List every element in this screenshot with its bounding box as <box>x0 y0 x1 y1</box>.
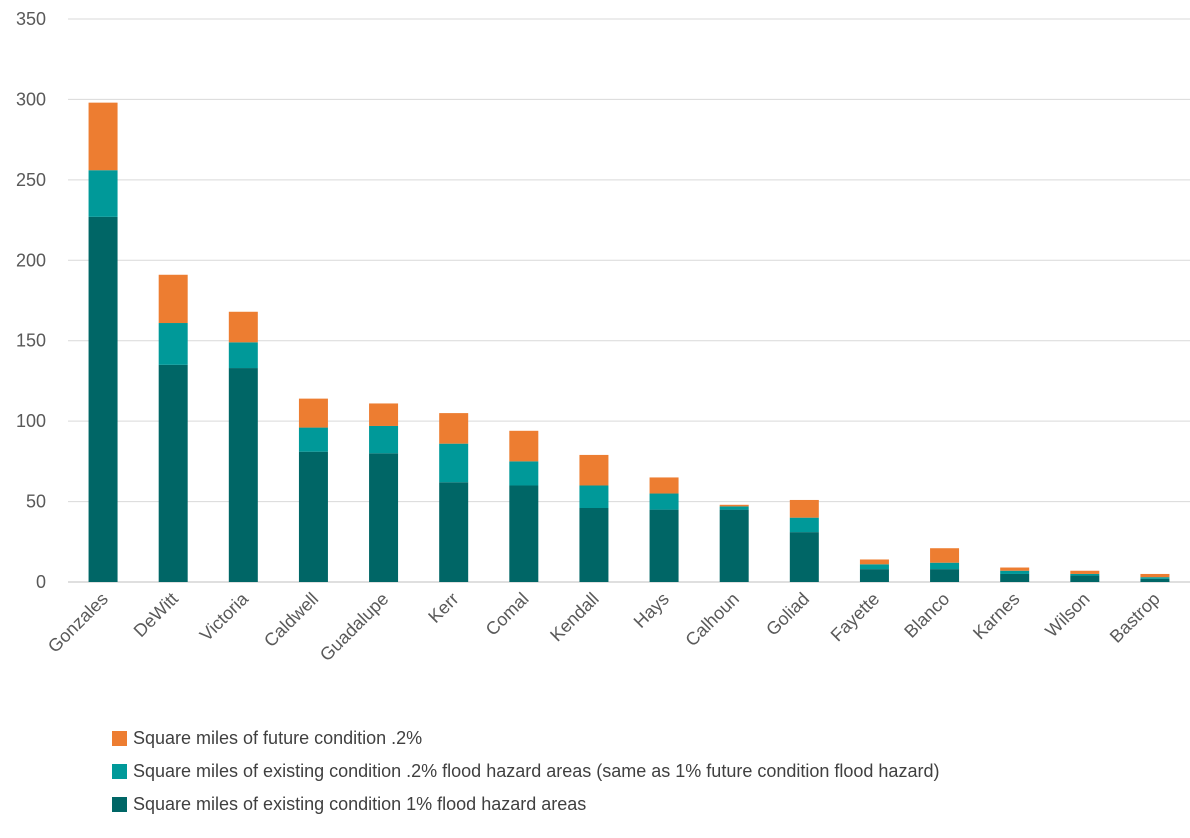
bar-segment <box>509 430 539 462</box>
bar-segment <box>158 364 188 582</box>
bar-segment <box>509 461 539 486</box>
legend: Square miles of future condition .2% Squ… <box>112 722 939 821</box>
y-tick-label: 100 <box>16 411 46 431</box>
y-tick-label: 250 <box>16 170 46 190</box>
bar-segment <box>719 504 749 507</box>
y-tick-label: 0 <box>36 572 46 592</box>
bar-segment <box>649 477 679 494</box>
bar-segment <box>789 499 819 518</box>
legend-item-future-02: Square miles of future condition .2% <box>112 722 939 755</box>
x-tick-label: Kerr <box>424 589 462 627</box>
bar-segment <box>158 323 188 365</box>
bar-segment <box>298 451 328 582</box>
bar-segment <box>369 453 399 582</box>
bar-segment <box>1140 577 1170 579</box>
bar-segment <box>649 493 679 510</box>
x-tick-label: Calhoun <box>681 589 743 651</box>
y-tick-label: 50 <box>26 492 46 512</box>
bar-segment <box>1140 573 1170 578</box>
bar-segment <box>369 425 399 454</box>
bar-segment <box>228 311 258 343</box>
bar-segment <box>649 509 679 582</box>
y-tick-label: 350 <box>16 9 46 29</box>
bar-segment <box>1070 573 1100 576</box>
bar-segment <box>859 564 889 570</box>
bar-segment <box>859 569 889 582</box>
bar-segment <box>719 506 749 510</box>
bar-segment <box>579 485 609 509</box>
bar-segment <box>369 403 399 426</box>
x-tick-label: Wilson <box>1041 589 1093 641</box>
bar-segment <box>579 508 609 582</box>
bar-segment <box>1140 578 1170 582</box>
x-tick-label: Victoria <box>196 588 253 645</box>
x-tick-label: Comal <box>482 589 533 640</box>
bar-segment <box>1000 567 1030 571</box>
legend-item-existing-02: Square miles of existing condition .2% f… <box>112 755 939 788</box>
bar-segment <box>719 509 749 582</box>
x-tick-label: Karnes <box>969 589 1023 643</box>
bar-segment <box>228 342 258 369</box>
stacked-bar-chart: 0 50 100 150 200 250 300 350 Gonzales DeWitt Vict… <box>16 9 1190 665</box>
x-tick-label: Gonzales <box>44 589 112 657</box>
x-tick-label: DeWitt <box>130 589 182 641</box>
bar-segment <box>930 548 960 563</box>
x-tick-label: Hays <box>630 589 673 632</box>
bar-segment <box>859 559 889 565</box>
bar-segment <box>88 102 118 171</box>
bar-segment <box>579 454 609 486</box>
bar-segment <box>439 413 469 444</box>
y-tick-label: 150 <box>16 331 46 351</box>
bar-segment <box>439 443 469 483</box>
bar-segment <box>228 368 258 582</box>
bar-segment <box>1000 573 1030 582</box>
bars <box>88 102 1170 582</box>
bar-segment <box>1070 575 1100 582</box>
legend-item-existing-1: Square miles of existing condition 1% fl… <box>112 788 939 821</box>
bar-segment <box>298 427 328 452</box>
bar-segment <box>509 485 539 582</box>
x-tick-label: Fayette <box>827 589 884 646</box>
legend-swatch-existing-1 <box>112 797 127 812</box>
bar-segment <box>88 170 118 217</box>
bar-segment <box>158 274 188 324</box>
bar-segment <box>930 569 960 582</box>
x-tick-label: Goliad <box>762 589 813 640</box>
bar-segment <box>789 532 819 582</box>
x-tick-label: Caldwell <box>260 589 322 651</box>
x-tick-label: Kendall <box>546 589 603 646</box>
bar-segment <box>1070 570 1100 574</box>
bar-segment <box>88 216 118 582</box>
y-axis: 0 50 100 150 200 250 300 350 <box>16 9 46 592</box>
legend-label-existing-02: Square miles of existing condition .2% f… <box>133 761 940 781</box>
bar-segment <box>1000 570 1030 574</box>
bar-segment <box>789 517 819 533</box>
bar-segment <box>439 482 469 582</box>
y-tick-label: 200 <box>16 250 46 270</box>
x-tick-label: Bastrop <box>1106 589 1164 647</box>
legend-swatch-existing-02 <box>112 764 127 779</box>
legend-label-future-02: Square miles of future condition .2% <box>133 728 423 748</box>
y-tick-label: 300 <box>16 89 46 109</box>
x-tick-label: Guadalupe <box>316 589 392 665</box>
bar-segment <box>298 398 328 428</box>
legend-swatch-future-02 <box>112 731 127 746</box>
x-tick-label: Blanco <box>900 589 953 642</box>
legend-label-existing-1: Square miles of existing condition 1% fl… <box>133 794 587 814</box>
bar-segment <box>930 562 960 570</box>
